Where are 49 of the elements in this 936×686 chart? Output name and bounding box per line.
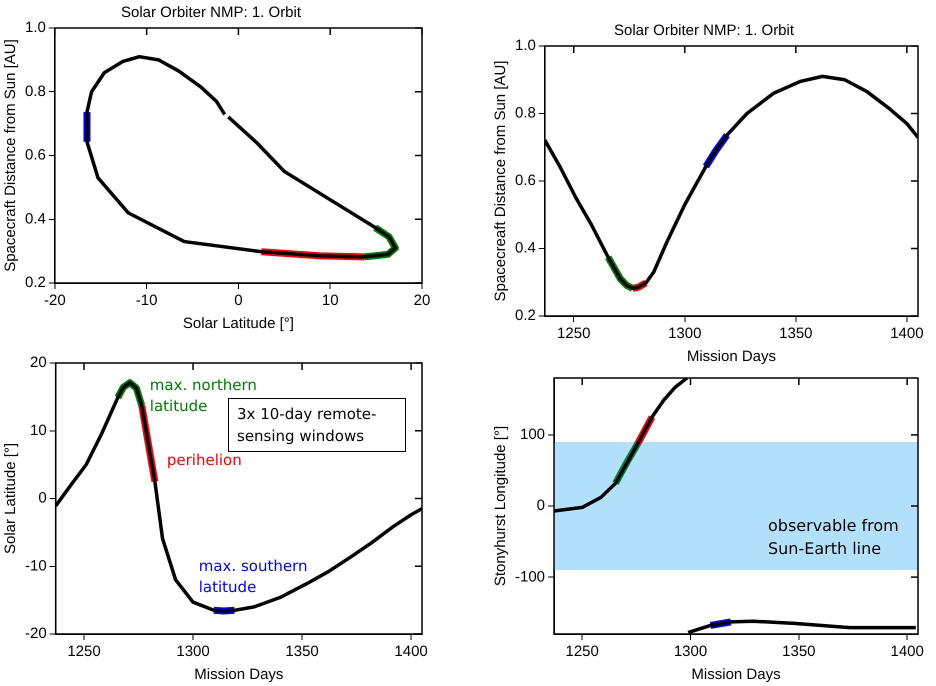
y-tick-label: 0.6 bbox=[24, 146, 46, 164]
y-tick-label: 10 bbox=[30, 422, 47, 439]
x-tick-label: 1350 bbox=[285, 643, 319, 660]
y-tick-label: 0.4 bbox=[514, 240, 536, 257]
x-tick-label: 0 bbox=[234, 292, 243, 310]
chart-title: Solar Orbiter NMP: 1. Orbit bbox=[120, 4, 302, 22]
x-axis-title: Mission Days bbox=[691, 666, 781, 684]
x-tick-label: 1400 bbox=[394, 643, 428, 660]
y-tick-label: 0.2 bbox=[24, 274, 46, 292]
y-tick-label: 0.8 bbox=[24, 82, 46, 100]
x-tick-label: 1400 bbox=[890, 643, 924, 660]
y-axis-title: Spacecreaft Distance from Sun [AU] bbox=[492, 60, 510, 302]
annotation: perihelion bbox=[166, 450, 242, 471]
y-tick-label: 20 bbox=[30, 354, 47, 372]
y-tick-label: 0 bbox=[38, 490, 47, 507]
x-tick-label: -10 bbox=[136, 292, 158, 310]
x-axis-title: Mission Days bbox=[686, 348, 776, 366]
y-tick-label: -10 bbox=[24, 557, 47, 574]
y-tick-label: 1.0 bbox=[24, 19, 46, 36]
x-tick-label: 1250 bbox=[566, 643, 599, 660]
y-tick-label: 0.8 bbox=[514, 104, 536, 122]
annotation: max. southern latitude bbox=[198, 556, 308, 598]
annotation: 3x 10-day remote-sensing windows bbox=[228, 398, 406, 452]
y-axis-title: Stonyhurst Longitude [°] bbox=[492, 426, 510, 586]
x-axis-title: Solar Latitude [°] bbox=[182, 315, 294, 332]
chart-title: Solar Orbiter NMP: 1. Orbit bbox=[614, 22, 795, 40]
y-axis-title: Spacecraft Distance from Sun [AU] bbox=[2, 39, 20, 272]
y-tick-label: -100 bbox=[514, 568, 546, 586]
x-axis-title: Mission Days bbox=[194, 666, 284, 684]
band-label: observable from Sun-Earth line bbox=[768, 514, 900, 560]
y-tick-label: 0.2 bbox=[514, 307, 536, 324]
x-tick-label: 1350 bbox=[779, 325, 813, 342]
x-tick-label: 1400 bbox=[890, 325, 924, 342]
x-tick-label: 1350 bbox=[782, 643, 816, 660]
y-tick-label: -20 bbox=[24, 625, 47, 642]
y-tick-label: 1.0 bbox=[514, 37, 536, 54]
x-tick-label: 1300 bbox=[668, 325, 702, 342]
y-tick-label: 100 bbox=[520, 426, 546, 444]
y-tick-label: 0 bbox=[536, 497, 546, 514]
x-tick-label: 1250 bbox=[67, 643, 101, 660]
x-tick-label: -20 bbox=[44, 292, 66, 310]
y-axis-title: Solar Latitude [°] bbox=[2, 442, 20, 554]
x-tick-label: 10 bbox=[322, 292, 339, 310]
x-tick-label: 1250 bbox=[557, 325, 590, 342]
x-tick-label: 1300 bbox=[176, 643, 210, 660]
y-tick-label: 0.4 bbox=[24, 210, 46, 228]
x-tick-label: 20 bbox=[414, 292, 430, 310]
x-tick-label: 1300 bbox=[674, 643, 708, 660]
y-tick-label: 0.6 bbox=[514, 172, 536, 190]
